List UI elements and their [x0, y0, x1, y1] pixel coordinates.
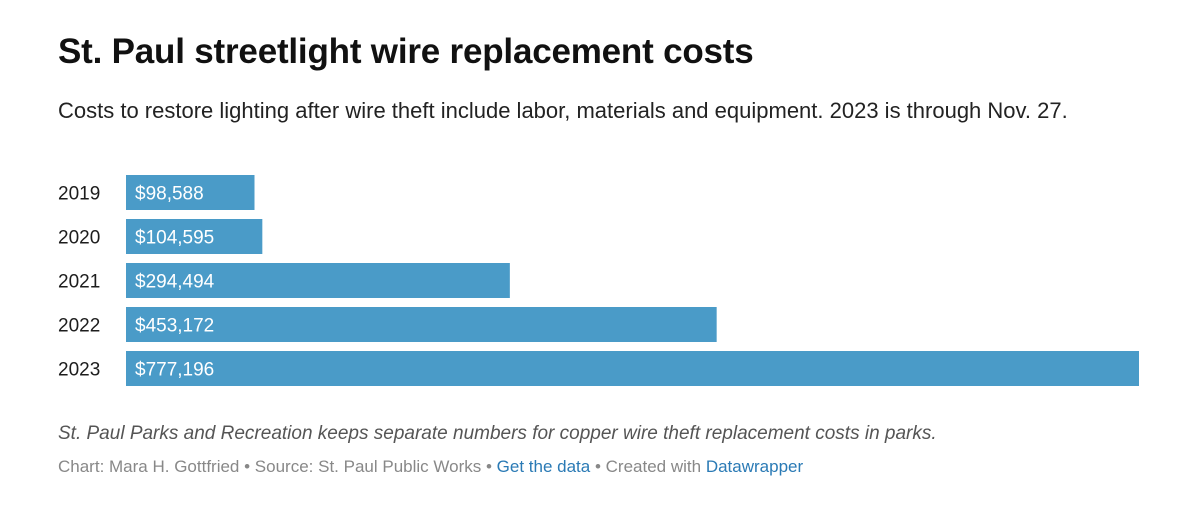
- created-with-text: Created with: [605, 457, 702, 476]
- bar: [126, 175, 255, 210]
- bar: [126, 307, 717, 342]
- bar-chart: 2019 $98,588 2020 $104,595 2021 $294,494 2022 $…: [58, 172, 1148, 392]
- chart-subtitle: Costs to restore lighting after wire the…: [58, 98, 1068, 123]
- bar: [126, 263, 510, 298]
- chart-credit: Chart: Mara H. Gottfried: [58, 457, 240, 476]
- data-label: $453,172: [135, 316, 214, 337]
- data-label: $777,196: [135, 360, 214, 381]
- chart-title: St. Paul streetlight wire replacement co…: [58, 32, 754, 71]
- footer-separator: •: [481, 457, 497, 476]
- category-label: 2020: [58, 228, 100, 249]
- get-the-data-link[interactable]: Get the data: [496, 457, 591, 476]
- data-label: $294,494: [135, 272, 215, 293]
- chart-footer: Chart: Mara H. Gottfried • Source: St. P…: [58, 457, 803, 477]
- bar: [126, 351, 1139, 386]
- category-label: 2021: [58, 272, 100, 293]
- category-label: 2022: [58, 316, 100, 337]
- source-text: Source: St. Paul Public Works: [254, 457, 482, 476]
- category-label: 2023: [58, 360, 100, 381]
- datawrapper-link[interactable]: Datawrapper: [705, 457, 804, 476]
- footer-separator: •: [239, 457, 255, 476]
- data-label: $98,588: [135, 184, 204, 205]
- chart-notes: St. Paul Parks and Recreation keeps sepa…: [58, 423, 937, 444]
- data-label: $104,595: [135, 228, 214, 249]
- bar: [126, 219, 263, 254]
- category-label: 2019: [58, 184, 100, 205]
- footer-separator: •: [590, 457, 606, 476]
- bar-chart-svg: 2019 $98,588 2020 $104,595 2021 $294,494 2022 $…: [58, 175, 1139, 386]
